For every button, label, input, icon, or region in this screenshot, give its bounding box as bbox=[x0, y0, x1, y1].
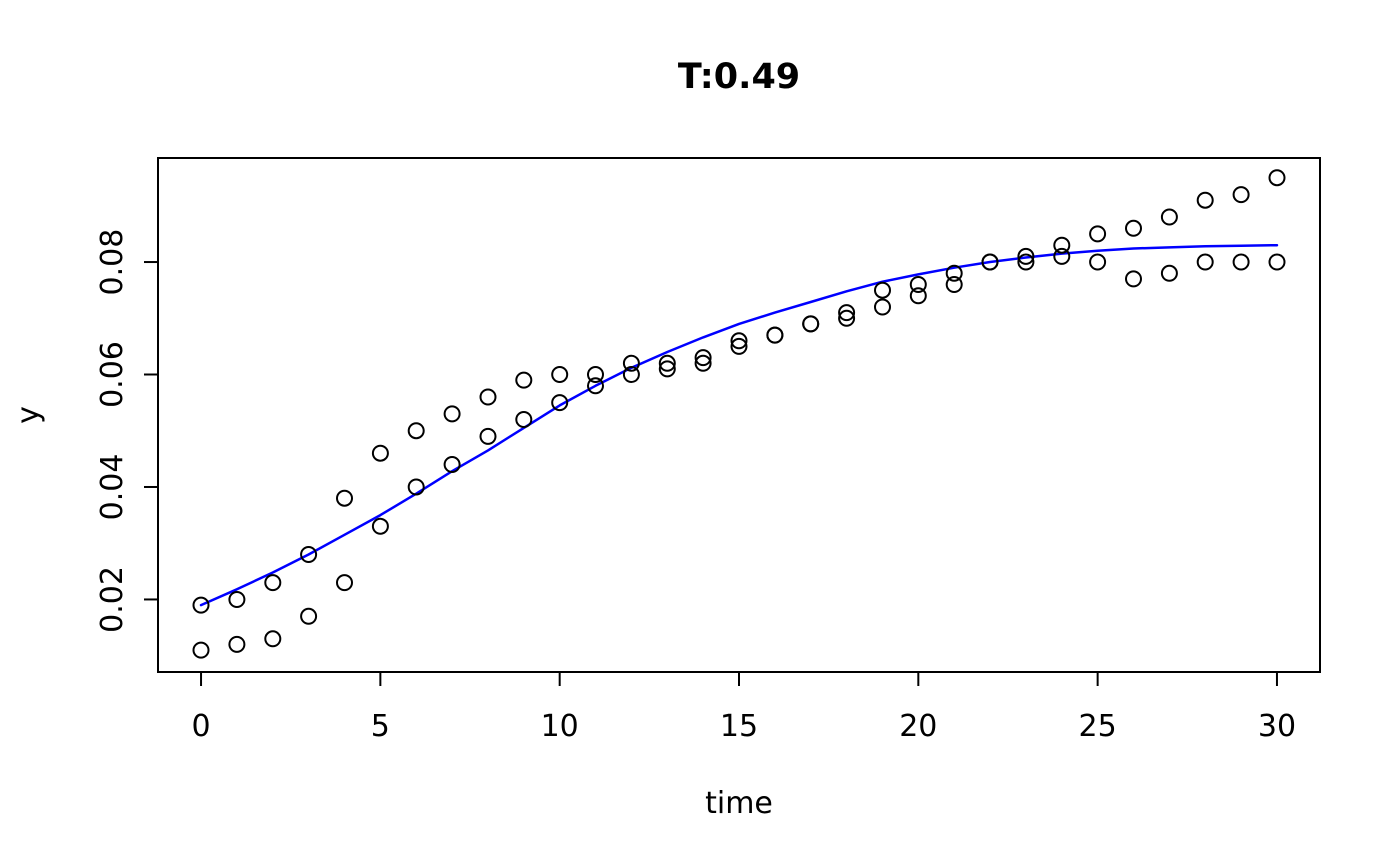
data-point bbox=[730, 332, 748, 350]
data-point bbox=[371, 444, 389, 462]
data-point bbox=[443, 456, 461, 473]
fitted-line bbox=[199, 243, 1279, 607]
data-point bbox=[336, 574, 353, 592]
data-point bbox=[1017, 253, 1035, 271]
data-point bbox=[1089, 225, 1107, 243]
data-point bbox=[551, 366, 569, 383]
data-point bbox=[945, 264, 963, 282]
data-point bbox=[371, 517, 389, 535]
x-tick-label: 0 bbox=[191, 709, 210, 744]
data-point bbox=[874, 298, 891, 316]
data-point bbox=[622, 366, 640, 383]
data-point bbox=[694, 349, 712, 367]
plot-box bbox=[157, 157, 1321, 673]
y-axis-label: y bbox=[11, 406, 46, 424]
data-point bbox=[874, 281, 891, 299]
data-point bbox=[336, 489, 353, 507]
data-point bbox=[1232, 253, 1250, 271]
plot-area: 0 5 10 15 20 25 30 0.02 0.04 0.06 0.08 bbox=[95, 157, 1321, 744]
data-point bbox=[228, 635, 246, 653]
data-point bbox=[1017, 247, 1035, 265]
data-point bbox=[1053, 247, 1071, 265]
data-point bbox=[515, 371, 533, 389]
data-point bbox=[515, 411, 533, 428]
plot-title: T:0.49 bbox=[678, 57, 800, 97]
data-point bbox=[1268, 169, 1286, 187]
data-point bbox=[694, 354, 712, 372]
data-point bbox=[1268, 253, 1286, 271]
data-point bbox=[730, 337, 748, 355]
data-point bbox=[407, 478, 425, 496]
x-axis-label: time bbox=[705, 786, 773, 821]
data-point bbox=[300, 546, 318, 563]
data-point bbox=[264, 630, 282, 648]
x-tick-label: 20 bbox=[899, 709, 937, 744]
data-point bbox=[945, 276, 963, 293]
data-point bbox=[1125, 270, 1142, 288]
data-point bbox=[479, 427, 497, 445]
data-point bbox=[1053, 236, 1071, 254]
data-point bbox=[909, 287, 927, 305]
data-point bbox=[1232, 186, 1250, 204]
data-point bbox=[587, 377, 604, 395]
data-point bbox=[443, 405, 461, 423]
data-point bbox=[228, 591, 246, 608]
data-point bbox=[192, 641, 210, 659]
data-point bbox=[802, 315, 820, 333]
data-point bbox=[1196, 253, 1214, 271]
y-tick-label: 0.06 bbox=[95, 341, 130, 408]
data-point bbox=[192, 596, 210, 614]
data-point bbox=[300, 607, 318, 625]
data-point bbox=[838, 309, 856, 327]
data-point bbox=[1196, 191, 1214, 209]
data-point bbox=[766, 326, 784, 344]
data-point bbox=[981, 253, 999, 271]
data-point bbox=[1160, 208, 1178, 226]
data-point bbox=[264, 574, 282, 592]
data-point bbox=[479, 388, 497, 406]
data-point bbox=[909, 276, 927, 293]
x-tick-label: 5 bbox=[371, 709, 390, 744]
x-tick-label: 25 bbox=[1079, 709, 1117, 744]
x-tick-label: 10 bbox=[541, 709, 579, 744]
data-point bbox=[407, 422, 425, 440]
data-point bbox=[551, 394, 569, 412]
data-point bbox=[587, 366, 604, 383]
x-tick-label: 15 bbox=[720, 709, 758, 744]
x-tick-label: 30 bbox=[1258, 709, 1296, 744]
data-point bbox=[1089, 253, 1107, 271]
data-point bbox=[1125, 219, 1142, 237]
data-point bbox=[658, 354, 676, 372]
data-point bbox=[622, 354, 640, 372]
data-point bbox=[658, 360, 676, 378]
y-tick-label: 0.08 bbox=[95, 229, 130, 296]
data-point bbox=[838, 304, 856, 322]
data-point bbox=[1160, 264, 1178, 282]
y-tick-label: 0.04 bbox=[95, 454, 130, 521]
y-tick-label: 0.02 bbox=[95, 566, 130, 633]
